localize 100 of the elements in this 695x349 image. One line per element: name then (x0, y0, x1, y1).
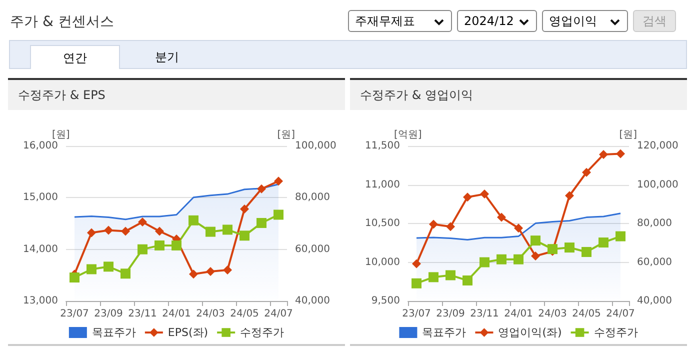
point (599, 150, 608, 160)
point (428, 272, 438, 282)
point (274, 176, 283, 186)
x-tick-label: 24/05 (572, 308, 601, 320)
x-tick-label: 24/03 (196, 308, 225, 320)
point (429, 220, 438, 229)
point (412, 259, 421, 268)
point (548, 244, 558, 254)
point (222, 224, 232, 235)
point (104, 226, 113, 235)
point (616, 231, 626, 242)
x-tick-label: 24/01 (162, 308, 191, 320)
legend-label: 목표주가 (92, 326, 136, 339)
point (189, 270, 198, 279)
y-tick-label: 10,500 (365, 218, 400, 229)
point (616, 149, 625, 158)
y-tick-label: 15,000 (23, 192, 58, 204)
point (480, 190, 489, 199)
text: 주가 & 컨센서스 (10, 13, 114, 31)
point (480, 257, 490, 268)
point (86, 264, 96, 274)
text: 주재무제표 (348, 10, 452, 32)
point (564, 242, 574, 253)
text: 2024/12 (457, 10, 537, 32)
legend-label: 영업이익(좌) (498, 326, 562, 339)
point (257, 184, 266, 194)
point (514, 224, 523, 233)
legend-label: 수정주가 (240, 326, 284, 339)
y2-tick-label: 40,000 (295, 296, 330, 306)
text: 연간 (30, 45, 120, 69)
x-tick-label: 23/11 (128, 308, 157, 320)
point (446, 222, 455, 232)
x-tick-label: 24/03 (538, 308, 567, 320)
point (582, 246, 592, 257)
y-tick-label: 11,500 (365, 140, 400, 152)
point (138, 244, 148, 254)
y2-tick-label: 60,000 (637, 256, 672, 268)
point (497, 212, 506, 222)
x-tick-label: 24/05 (230, 308, 259, 320)
y-tick-label: 9,500 (371, 296, 400, 306)
x-tick-label: 24/01 (504, 308, 533, 320)
point (206, 267, 215, 276)
point (531, 252, 540, 261)
x-tick-label: 23/09 (94, 308, 123, 320)
point (87, 228, 96, 238)
y2-tick-label: 100,000 (637, 179, 678, 190)
point (120, 268, 130, 279)
point (463, 192, 472, 202)
point (274, 210, 284, 220)
point (70, 272, 80, 282)
point (240, 230, 250, 241)
y-tick-label: 14,000 (23, 244, 58, 255)
point (530, 236, 540, 246)
y2-tick-label: 100,000 (295, 140, 336, 152)
y-axis-title: [억원] (394, 130, 422, 140)
x-tick-label: 24/07 (264, 308, 293, 320)
point (582, 168, 591, 177)
point (121, 226, 130, 236)
point (138, 217, 147, 226)
y2-axis-title: [원] (277, 130, 296, 140)
point (256, 218, 266, 228)
point (155, 226, 164, 236)
point (412, 278, 422, 288)
y-tick-label: 11,000 (365, 179, 400, 190)
text: 분기 (154, 49, 180, 66)
point (598, 237, 608, 248)
x-tick-label: 24/07 (606, 308, 635, 320)
point (206, 226, 216, 237)
point (172, 240, 182, 250)
y2-tick-label: 60,000 (295, 244, 330, 255)
point (223, 266, 232, 274)
y-axis-title: [원] (52, 130, 70, 140)
point (565, 191, 574, 200)
x-tick-label: 23/11 (470, 308, 499, 320)
y-tick-label: 13,000 (23, 296, 58, 306)
y2-tick-label: 80,000 (295, 192, 330, 204)
point (154, 240, 164, 250)
x-tick-label: 23/09 (436, 308, 465, 320)
chart-title: 수정주가 & 영업이익 (350, 78, 687, 110)
point (104, 262, 114, 272)
y2-axis-title: [원] (619, 130, 638, 140)
point (496, 254, 506, 264)
x-tick-label: 23/07 (60, 308, 89, 320)
point (514, 254, 524, 264)
y-tick-label: 16,000 (23, 140, 58, 152)
point (462, 275, 472, 286)
legend-label: EPS(좌) (168, 326, 208, 339)
chart-title: 수정주가 & EPS (8, 78, 345, 110)
x-tick-label: 23/07 (402, 308, 431, 320)
point (446, 270, 456, 280)
point (188, 215, 198, 226)
text: 영업이익 (542, 10, 628, 32)
y-tick-label: 10,000 (365, 256, 400, 268)
legend-label: 목표주가 (422, 326, 466, 339)
legend-label: 수정주가 (594, 326, 638, 339)
y2-tick-label: 80,000 (637, 218, 672, 229)
y2-tick-label: 120,000 (637, 140, 678, 152)
text: 검색 (633, 10, 676, 32)
point (240, 204, 249, 214)
y2-tick-label: 40,000 (637, 296, 672, 306)
